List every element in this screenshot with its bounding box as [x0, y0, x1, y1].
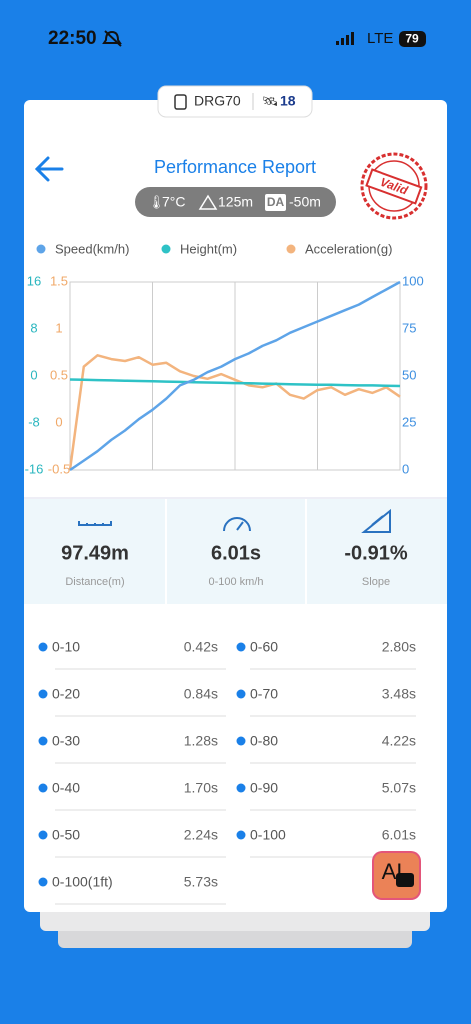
split-dot: [38, 736, 48, 746]
back-button[interactable]: [34, 156, 64, 182]
split-label: 0-100: [250, 827, 286, 843]
split-label: 0-70: [250, 686, 278, 702]
slope-icon: [361, 508, 391, 533]
split-dot: [236, 642, 246, 652]
split-time: 1.70s: [184, 780, 218, 796]
summary-value: -0.91%: [344, 542, 408, 564]
altitude: 125m: [218, 194, 253, 210]
split-label: 0-10: [52, 639, 80, 655]
thermo-icon: 🌡: [148, 194, 165, 209]
split-dot: [236, 830, 246, 840]
y-tick-label: 1.5: [50, 273, 68, 288]
y-tick-label: 50: [402, 367, 416, 382]
y-tick-label: 0.5: [50, 367, 68, 382]
network: LTE: [367, 30, 393, 47]
legend-swatch: [36, 244, 46, 254]
series-line: [68, 354, 401, 471]
split-dot: [236, 783, 246, 793]
split-label: 0-90: [250, 780, 278, 796]
split-label: 0-20: [52, 686, 80, 702]
split-time: 3.48s: [382, 686, 416, 702]
battery: [399, 31, 426, 47]
altitude-icon: [198, 194, 218, 210]
split-label: 0-100(1ft): [52, 874, 113, 890]
mute-icon: [102, 30, 122, 47]
split-label: 0-80: [250, 733, 278, 749]
y-tick-label: 1: [55, 320, 62, 335]
split-dot: [38, 830, 48, 840]
series-line: [69, 280, 401, 472]
split-label: 0-60: [250, 639, 278, 655]
y-tick-label: 8: [30, 320, 37, 335]
y-tick-label: -0.5: [48, 461, 70, 476]
split-label: 0-50: [52, 827, 80, 843]
summary-band: [24, 499, 447, 604]
signal-icon: [336, 32, 354, 45]
split-time: 2.24s: [184, 827, 218, 843]
satellite-icon: 🛰: [262, 93, 279, 108]
summary-label: Distance(m): [65, 576, 124, 588]
battery-level: 79: [405, 32, 419, 46]
split-dot: [38, 877, 48, 887]
summary-label: 0-100 km/h: [208, 576, 263, 588]
da-badge: [265, 194, 286, 211]
valid-stamp: Valid: [360, 152, 428, 220]
split-time: 1.28s: [184, 733, 218, 749]
report-title: Performance Report: [154, 157, 316, 177]
device-icon: [174, 94, 187, 110]
split-time: 6.01s: [382, 827, 416, 843]
y-tick-label: 16: [27, 273, 41, 288]
split-time: 0.84s: [184, 686, 218, 702]
legend-label: Height(m): [180, 241, 237, 256]
y-tick-label: 0: [402, 461, 409, 476]
speed-icon: [223, 517, 251, 532]
temperature: 7°C: [162, 194, 186, 210]
satellite-count: 18: [280, 93, 296, 109]
y-tick-label: -16: [25, 461, 44, 476]
split-time: 5.07s: [382, 780, 416, 796]
da-label: DA: [267, 195, 285, 209]
split-label: 0-40: [52, 780, 80, 796]
y-tick-label: 100: [402, 273, 424, 288]
split-time: 2.80s: [382, 639, 416, 655]
density-altitude: -50m: [289, 194, 321, 210]
legend-swatch: [161, 244, 171, 254]
summary-label: Slope: [362, 576, 390, 588]
device-badge[interactable]: [157, 85, 313, 118]
y-tick-label: 0: [55, 414, 62, 429]
series-line: [69, 378, 401, 388]
split-time: 4.22s: [382, 733, 416, 749]
y-tick-label: -8: [28, 414, 40, 429]
y-tick-label: 25: [402, 414, 416, 429]
y-tick-label: 75: [402, 320, 416, 335]
car-icon: [396, 873, 414, 887]
split-dot: [38, 783, 48, 793]
split-time: 0.42s: [184, 639, 218, 655]
y-tick-label: 0: [30, 367, 37, 382]
distance-icon: [78, 521, 112, 526]
split-label: 0-30: [52, 733, 80, 749]
summary-value: 6.01s: [211, 542, 261, 564]
split-dot: [38, 689, 48, 699]
split-time: 5.73s: [184, 874, 218, 890]
legend-label: Acceleration(g): [305, 241, 392, 256]
time: 22:50: [48, 28, 97, 49]
legend-label: Speed(km/h): [55, 241, 129, 256]
legend-swatch: [286, 244, 296, 254]
split-dot: [236, 689, 246, 699]
split-dot: [236, 736, 246, 746]
split-dot: [38, 642, 48, 652]
summary-value: 97.49m: [61, 542, 129, 564]
chart: Speed(km/h) Height(m) Acceleration(g)1680-…: [25, 241, 424, 476]
device-name: DRG70: [194, 93, 241, 109]
